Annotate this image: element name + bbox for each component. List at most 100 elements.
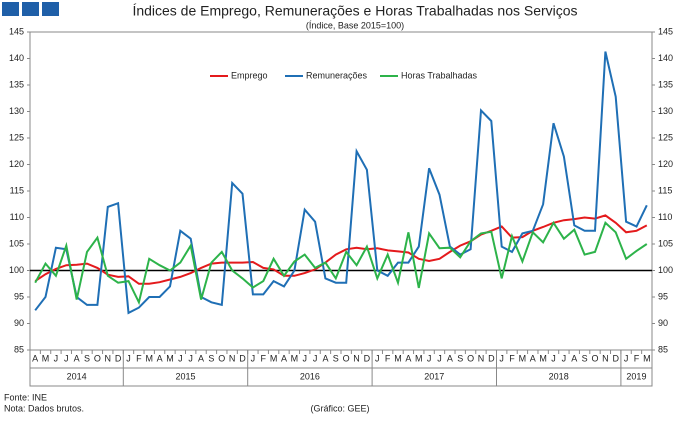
x-tick-label: S <box>208 353 214 363</box>
x-tick-label: J <box>624 353 629 363</box>
x-tick-label: F <box>136 353 142 363</box>
x-tick-label: N <box>105 353 112 363</box>
y2-tick-label: 90 <box>658 318 668 328</box>
x-tick-label: J <box>126 353 131 363</box>
x-tick-label: F <box>509 353 515 363</box>
x-tick-label: M <box>539 353 547 363</box>
year-label: 2014 <box>67 371 87 381</box>
x-tick-label: O <box>218 353 225 363</box>
year-label: 2018 <box>549 371 569 381</box>
header-icon <box>2 2 19 16</box>
header-icon <box>42 2 59 16</box>
x-tick-label: S <box>333 353 339 363</box>
y2-tick-label: 105 <box>658 238 673 248</box>
x-tick-label: S <box>84 353 90 363</box>
series-line <box>34 214 648 285</box>
x-tick-label: O <box>467 353 474 363</box>
x-tick-label: M <box>42 353 50 363</box>
x-tick-label: J <box>178 353 183 363</box>
legend-label: Remunerações <box>306 70 368 80</box>
x-tick-label: N <box>478 353 485 363</box>
y2-tick-label: 130 <box>658 106 673 116</box>
x-tick-label: M <box>291 353 299 363</box>
x-tick-label: A <box>571 353 577 363</box>
y2-tick-label: 115 <box>658 185 672 195</box>
y-tick-label: 95 <box>14 291 24 301</box>
x-tick-label: A <box>530 353 536 363</box>
y-tick-label: 140 <box>9 53 24 63</box>
chart-title: Índices de Emprego, Remunerações e Horas… <box>132 3 577 19</box>
x-tick-label: M <box>643 353 651 363</box>
x-tick-label: A <box>447 353 453 363</box>
series-line <box>34 51 648 315</box>
y2-tick-label: 145 <box>658 26 673 36</box>
x-tick-label: A <box>198 353 204 363</box>
x-tick-label: J <box>302 353 307 363</box>
x-tick-label: J <box>499 353 504 363</box>
x-tick-label: J <box>551 353 556 363</box>
x-tick-label: J <box>562 353 567 363</box>
year-label: 2017 <box>424 371 444 381</box>
x-tick-label: A <box>281 353 287 363</box>
x-tick-label: J <box>64 353 69 363</box>
x-tick-label: N <box>229 353 236 363</box>
year-label: 2019 <box>626 371 646 381</box>
x-tick-label: D <box>364 353 371 363</box>
y2-tick-label: 125 <box>658 132 673 142</box>
x-tick-label: A <box>32 353 38 363</box>
y-tick-label: 125 <box>9 132 24 142</box>
y2-tick-label: 135 <box>658 79 673 89</box>
x-tick-label: J <box>188 353 193 363</box>
y-tick-label: 100 <box>9 265 24 275</box>
y-tick-label: 120 <box>9 159 24 169</box>
x-tick-label: M <box>270 353 278 363</box>
x-tick-label: D <box>612 353 619 363</box>
y2-tick-label: 85 <box>658 344 668 354</box>
x-tick-label: D <box>115 353 122 363</box>
year-label: 2016 <box>300 371 320 381</box>
x-tick-label: A <box>157 353 163 363</box>
footnote: Nota: Dados brutos. <box>4 403 84 413</box>
x-tick-label: N <box>353 353 360 363</box>
legend-label: Horas Trabalhadas <box>401 70 478 80</box>
year-label: 2015 <box>175 371 195 381</box>
x-tick-label: F <box>385 353 391 363</box>
x-tick-label: M <box>519 353 527 363</box>
x-tick-label: O <box>94 353 101 363</box>
x-tick-label: A <box>405 353 411 363</box>
x-tick-label: F <box>261 353 267 363</box>
x-tick-label: A <box>74 353 80 363</box>
credit: (Gráfico: GEE) <box>310 403 369 413</box>
x-tick-label: M <box>166 353 174 363</box>
y-tick-label: 85 <box>14 344 24 354</box>
x-tick-label: O <box>343 353 350 363</box>
series-line <box>34 220 648 306</box>
x-tick-label: S <box>582 353 588 363</box>
y-tick-label: 110 <box>10 212 24 222</box>
y-tick-label: 130 <box>9 106 24 116</box>
footnote: Fonte: INE <box>4 392 47 402</box>
y2-tick-label: 100 <box>658 265 673 275</box>
x-tick-label: M <box>415 353 423 363</box>
x-tick-label: O <box>591 353 598 363</box>
x-tick-label: F <box>634 353 640 363</box>
x-tick-label: S <box>457 353 463 363</box>
x-tick-label: D <box>239 353 246 363</box>
y2-tick-label: 95 <box>658 291 668 301</box>
y-tick-label: 115 <box>10 185 24 195</box>
x-tick-label: J <box>427 353 432 363</box>
y2-tick-label: 110 <box>658 212 672 222</box>
y2-tick-label: 140 <box>658 53 673 63</box>
y2-tick-label: 120 <box>658 159 673 169</box>
y-tick-label: 145 <box>9 26 24 36</box>
x-tick-label: M <box>394 353 402 363</box>
x-tick-label: A <box>322 353 328 363</box>
x-tick-label: J <box>54 353 59 363</box>
y-tick-label: 90 <box>14 318 24 328</box>
y-tick-label: 135 <box>9 79 24 89</box>
x-tick-label: J <box>375 353 380 363</box>
x-tick-label: J <box>313 353 318 363</box>
x-tick-label: J <box>437 353 442 363</box>
x-tick-label: J <box>251 353 256 363</box>
x-tick-label: M <box>145 353 153 363</box>
